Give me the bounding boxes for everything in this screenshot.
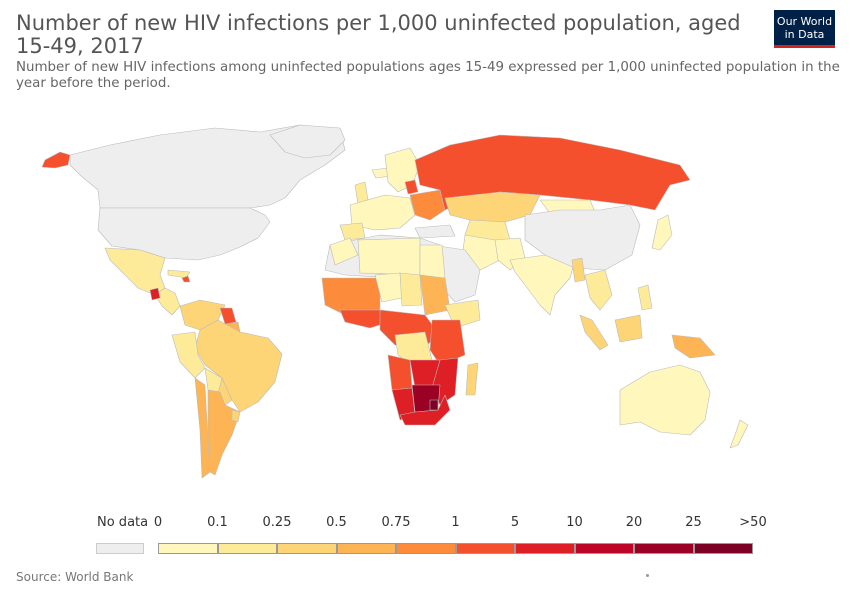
logo-line-2: in Data [784, 28, 825, 41]
region-algeria-libya[interactable] [357, 237, 421, 276]
region-chad[interactable] [399, 272, 423, 307]
region-madagascar[interactable] [465, 362, 479, 396]
legend-tick-label: 0.75 [381, 515, 411, 530]
legend-tick-label: 0.1 [207, 515, 228, 530]
region-kazakhstan[interactable] [444, 191, 541, 223]
region-angola[interactable] [387, 354, 413, 391]
logo-line-1: Our World [776, 15, 833, 28]
legend-bin-swatch[interactable] [693, 543, 753, 554]
timeline-dot[interactable] [646, 574, 649, 577]
legend-no-data-swatch[interactable] [96, 543, 144, 554]
region-baltics[interactable] [404, 179, 419, 195]
region-uruguay[interactable] [231, 409, 241, 423]
region-china[interactable] [524, 204, 641, 271]
region-russia[interactable] [414, 134, 691, 211]
legend-tick-label: 10 [566, 515, 583, 530]
chart-title: Number of new HIV infections per 1,000 u… [16, 11, 741, 58]
region-greenland[interactable] [269, 124, 346, 159]
region-japan[interactable] [651, 214, 673, 251]
chart-subtitle: Number of new HIV infections among uninf… [16, 60, 846, 92]
region-australia[interactable] [619, 364, 711, 436]
region-sudan[interactable] [419, 274, 451, 316]
region-southeast-asia[interactable] [584, 269, 613, 311]
region-myanmar[interactable] [571, 257, 586, 283]
legend-tick-label: 25 [685, 515, 702, 530]
legend-no-data-label: No data [97, 515, 149, 530]
region-canada[interactable] [69, 124, 346, 209]
subtitle-line-2: year before the period. [16, 76, 171, 91]
legend-tick-label: 0 [153, 515, 163, 530]
world-map[interactable] [0, 110, 850, 505]
our-world-in-data-logo[interactable]: Our World in Data [774, 10, 835, 48]
legend-bin-swatch[interactable] [158, 543, 218, 554]
region-eswatini-lesotho[interactable] [429, 399, 439, 411]
region-new-zealand[interactable] [729, 419, 749, 449]
region-guyana[interactable] [219, 307, 237, 325]
region-borneo[interactable] [614, 314, 643, 343]
legend-bin-swatch[interactable] [455, 543, 515, 554]
legend-tick-label: 1 [451, 515, 460, 530]
region-iberia[interactable] [339, 222, 366, 241]
region-east-africa[interactable] [429, 319, 466, 366]
region-morocco[interactable] [329, 237, 359, 266]
legend-bin-swatch[interactable] [574, 543, 634, 554]
region-sumatra[interactable] [579, 314, 609, 351]
region-brazil[interactable] [194, 319, 283, 413]
region-alaska[interactable] [41, 151, 71, 169]
legend-bin-swatch[interactable] [396, 543, 456, 554]
legend-bin-swatch[interactable] [336, 543, 396, 554]
legend-bin-swatch[interactable] [634, 543, 694, 554]
region-usa[interactable] [97, 207, 271, 261]
legend-tick-label: 0.5 [326, 515, 347, 530]
region-guatemala[interactable] [149, 287, 161, 301]
map-legend: No data 0 0.1 0.25 0.5 0.75 1 5 10 20 25 >50 [0, 510, 850, 560]
source-note: Source: World Bank [16, 570, 134, 584]
region-eastern-europe[interactable] [409, 189, 446, 221]
region-south-africa[interactable] [399, 394, 451, 426]
region-egypt[interactable] [419, 244, 446, 279]
legend-bin-swatch[interactable] [277, 543, 337, 554]
subtitle-line-1: Number of new HIV infections among uninf… [16, 60, 840, 75]
legend-tick-label: >50 [739, 515, 767, 530]
region-new-guinea[interactable] [671, 334, 716, 359]
region-philippines[interactable] [637, 284, 653, 311]
legend-bin-swatch[interactable] [217, 543, 277, 554]
region-mexico[interactable] [104, 247, 166, 296]
legend-tick-label: 0.25 [262, 515, 292, 530]
region-caribbean[interactable] [181, 275, 191, 283]
region-turkey[interactable] [414, 224, 456, 239]
legend-bin-swatch[interactable] [515, 543, 575, 554]
legend-tick-label: 5 [510, 515, 520, 530]
legend-tick-label: 20 [625, 515, 643, 530]
